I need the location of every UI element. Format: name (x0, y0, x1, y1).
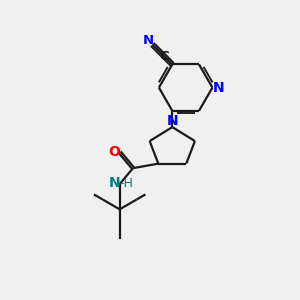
Text: N: N (109, 176, 120, 190)
Text: O: O (108, 145, 120, 159)
Text: N: N (167, 114, 178, 128)
Text: C: C (160, 50, 169, 63)
Text: -H: -H (119, 177, 133, 190)
Text: N: N (143, 34, 154, 47)
Text: N: N (213, 81, 225, 94)
